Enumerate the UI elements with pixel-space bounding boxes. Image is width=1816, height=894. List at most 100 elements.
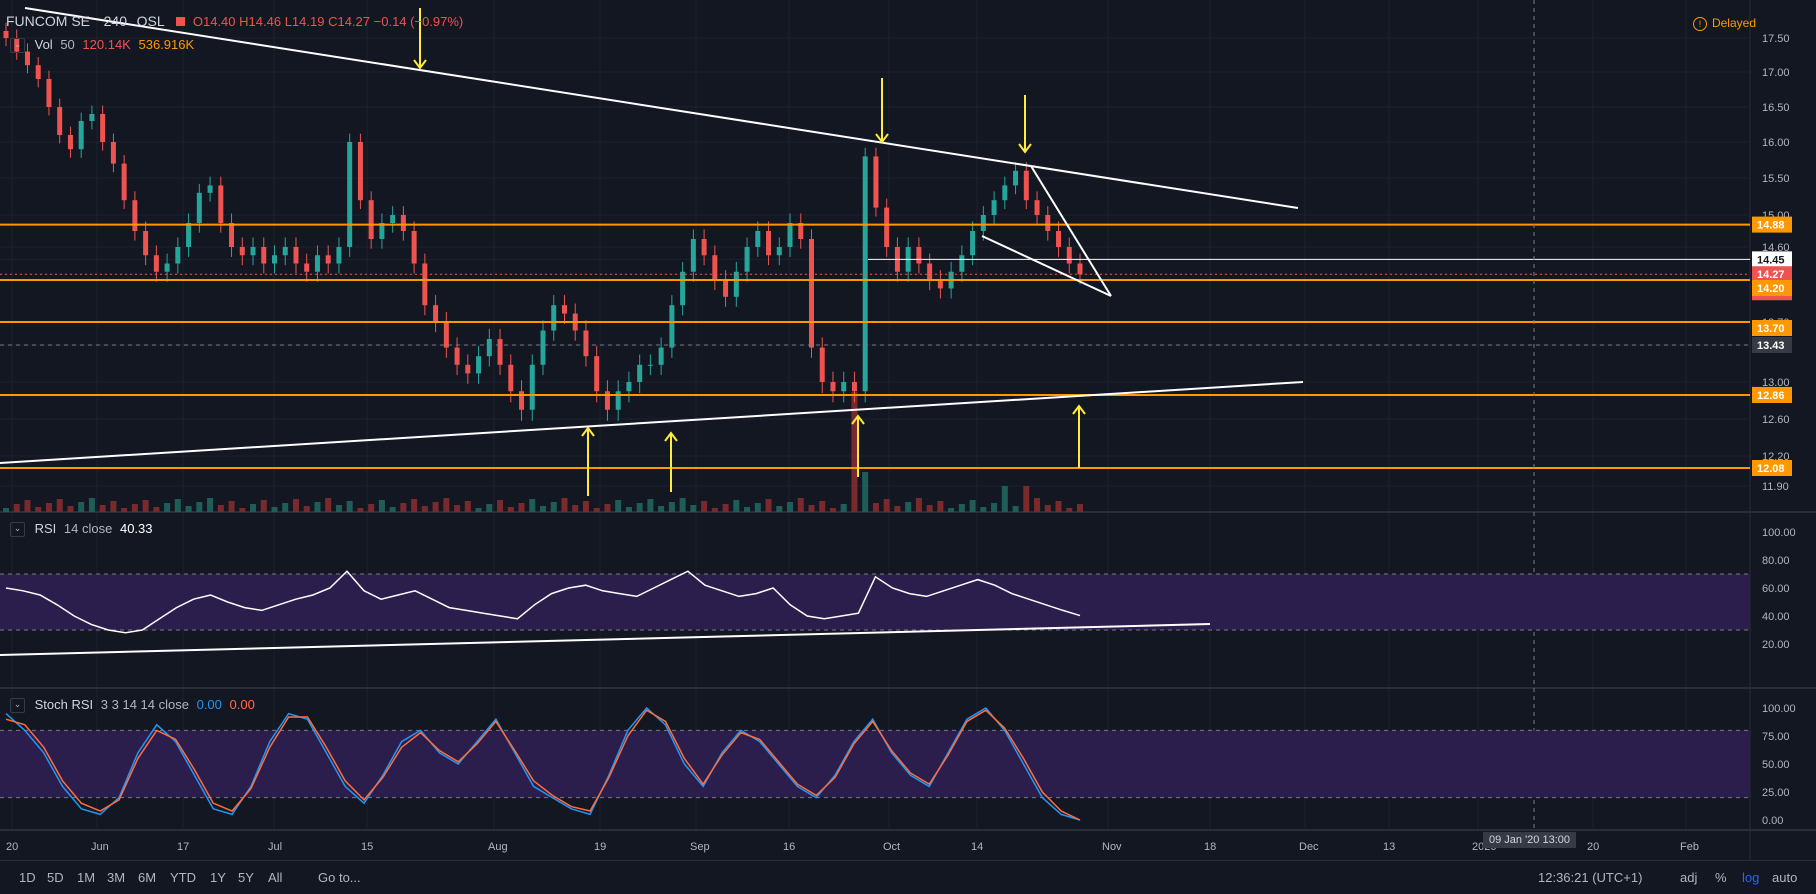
range-ytd[interactable]: YTD bbox=[170, 870, 196, 885]
candle-body bbox=[282, 247, 288, 256]
volume-bar bbox=[561, 498, 568, 512]
candle-body bbox=[411, 231, 417, 264]
volume-label: Vol bbox=[34, 37, 53, 52]
ohlc-open: O14.40 bbox=[192, 14, 236, 29]
candle-body bbox=[368, 200, 374, 239]
collapse-chevron-icon[interactable]: ⌄ bbox=[10, 38, 25, 54]
volume-bar bbox=[787, 502, 794, 512]
symbol-name[interactable]: FUNCOM SE bbox=[6, 13, 90, 29]
candle-body bbox=[551, 305, 557, 331]
candle-body bbox=[1045, 215, 1051, 231]
rsi-y-tick: 80.00 bbox=[1762, 555, 1790, 567]
candle-body bbox=[143, 231, 149, 256]
volume-bar bbox=[1034, 498, 1041, 512]
candle-body bbox=[959, 255, 965, 272]
rsi-y-tick: 100.00 bbox=[1762, 527, 1796, 539]
collapse-chevron-icon[interactable]: ⌄ bbox=[10, 522, 25, 538]
candle-body bbox=[1023, 170, 1029, 201]
rsi-y-tick: 20.00 bbox=[1762, 639, 1790, 651]
candle-body bbox=[132, 200, 138, 231]
volume-bar bbox=[131, 504, 138, 512]
volume-bar bbox=[325, 498, 332, 512]
candle-body bbox=[153, 255, 159, 272]
volume-bar bbox=[110, 501, 117, 512]
candle-body bbox=[916, 247, 922, 264]
delayed-badge[interactable]: ! Delayed bbox=[1692, 16, 1756, 31]
range-1y[interactable]: 1Y bbox=[210, 870, 226, 885]
range-all[interactable]: All bbox=[268, 870, 283, 885]
range-1d[interactable]: 1D bbox=[19, 870, 36, 885]
candle-body bbox=[476, 356, 482, 374]
candle-body bbox=[325, 255, 331, 264]
range-3m[interactable]: 3M bbox=[107, 870, 126, 885]
candle-body bbox=[927, 263, 933, 280]
option-adj[interactable]: adj bbox=[1680, 870, 1698, 885]
x-tick-label: Feb bbox=[1680, 841, 1699, 853]
candle-body bbox=[519, 391, 525, 410]
volume-bar bbox=[153, 507, 160, 512]
range-1m[interactable]: 1M bbox=[77, 870, 96, 885]
volume-bar bbox=[883, 499, 890, 512]
candle-body bbox=[78, 121, 84, 150]
candle-body bbox=[239, 247, 245, 256]
info-icon: ! bbox=[1692, 17, 1707, 31]
candle-body bbox=[615, 391, 621, 410]
range-6m[interactable]: 6M bbox=[138, 870, 157, 885]
candle-body bbox=[164, 263, 170, 272]
option-log[interactable]: log bbox=[1742, 870, 1760, 885]
rsi-legend: ⌄ RSI 14 close 40.33 bbox=[10, 521, 153, 538]
volume-bar bbox=[78, 502, 85, 512]
volume-bar bbox=[228, 501, 235, 512]
volume-bar bbox=[765, 499, 772, 512]
volume-bar bbox=[915, 498, 922, 512]
range-5d[interactable]: 5D bbox=[47, 870, 64, 885]
price-axis-label: 14.27 bbox=[1757, 269, 1785, 281]
candle-body bbox=[347, 142, 353, 247]
candle-body bbox=[46, 79, 52, 107]
candle-body bbox=[336, 247, 342, 264]
volume-bar bbox=[335, 505, 342, 512]
candle-body bbox=[594, 356, 600, 392]
volume-bar bbox=[550, 502, 557, 512]
range-5y[interactable]: 5Y bbox=[238, 870, 254, 885]
ohlc-change: −0.14 (−0.97%) bbox=[373, 14, 464, 29]
x-tick-label: 18 bbox=[1204, 841, 1216, 853]
candle-body bbox=[293, 247, 299, 264]
volume-bar bbox=[357, 508, 364, 512]
candle-body bbox=[851, 382, 857, 392]
volume-value: 120.14K bbox=[82, 37, 131, 52]
collapse-chevron-icon[interactable]: ⌄ bbox=[10, 698, 25, 714]
candle-body bbox=[744, 247, 750, 272]
down-marker-icon bbox=[176, 17, 186, 26]
volume-bar bbox=[851, 392, 858, 512]
rsi-params: 14 close bbox=[63, 521, 113, 536]
volume-bar bbox=[88, 498, 95, 512]
x-tick-label: Nov bbox=[1102, 841, 1122, 853]
bottom-toolbar: 1D 5D 1M 3M 6M YTD 1Y 5Y All Go to... 12… bbox=[0, 860, 1816, 894]
candle-body bbox=[798, 223, 804, 239]
volume-bar bbox=[303, 506, 310, 512]
volume-bar bbox=[1077, 504, 1083, 512]
goto-button[interactable]: Go to... bbox=[318, 870, 361, 885]
volume-bar bbox=[67, 506, 74, 512]
volume-bar bbox=[593, 508, 600, 512]
volume-bar bbox=[35, 507, 42, 512]
volume-bar bbox=[615, 500, 622, 512]
volume-bar bbox=[969, 500, 976, 512]
price-axis-label: 14.20 bbox=[1757, 283, 1785, 295]
stoch-y-tick: 100.00 bbox=[1762, 703, 1796, 715]
symbol-exchange: OSL bbox=[136, 13, 165, 29]
volume-bar bbox=[829, 508, 836, 512]
candle-body bbox=[261, 247, 267, 264]
option-auto[interactable]: auto bbox=[1772, 870, 1798, 885]
stoch-d-line bbox=[5, 709, 1081, 821]
volume-bar bbox=[529, 499, 536, 512]
y-tick-label: 17.00 bbox=[1762, 67, 1790, 79]
y-tick-label: 12.60 bbox=[1762, 414, 1790, 426]
volume-bar bbox=[497, 500, 504, 512]
option-percent[interactable]: % bbox=[1715, 870, 1727, 885]
x-tick-label: Aug bbox=[488, 841, 508, 853]
price-axis-label-bg bbox=[1752, 216, 1792, 233]
volume-bar bbox=[958, 504, 965, 512]
